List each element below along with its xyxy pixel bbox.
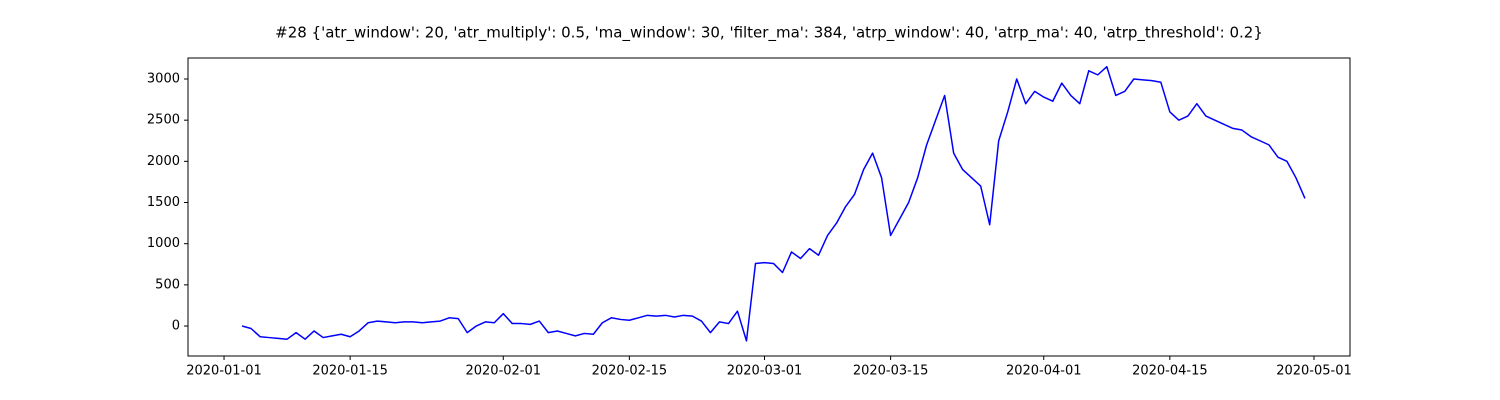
y-tick-label: 500 xyxy=(155,277,180,292)
x-tick-label: 2020-03-01 xyxy=(727,364,803,379)
x-tick-label: 2020-04-01 xyxy=(1006,364,1082,379)
x-tick-label: 2020-03-15 xyxy=(853,364,929,379)
x-tick-label: 2020-02-01 xyxy=(465,364,541,379)
x-tick-label: 2020-01-15 xyxy=(312,364,388,379)
x-tick-label: 2020-04-15 xyxy=(1132,364,1208,379)
y-tick-label: 3000 xyxy=(147,71,180,86)
x-tick-label: 2020-02-15 xyxy=(592,364,668,379)
y-tick-label: 1500 xyxy=(147,195,180,210)
y-tick-label: 0 xyxy=(172,319,180,334)
y-tick-label: 1000 xyxy=(147,236,180,251)
y-tick-label: 2500 xyxy=(147,113,180,128)
y-tick-label: 2000 xyxy=(147,154,180,169)
x-tick-label: 2020-05-01 xyxy=(1276,364,1352,379)
chart-title: #28 {'atr_window': 20, 'atr_multiply': 0… xyxy=(275,24,1263,43)
plot-frame xyxy=(187,57,1351,357)
data-line xyxy=(241,65,1306,342)
x-tick-label: 2020-01-01 xyxy=(186,364,262,379)
